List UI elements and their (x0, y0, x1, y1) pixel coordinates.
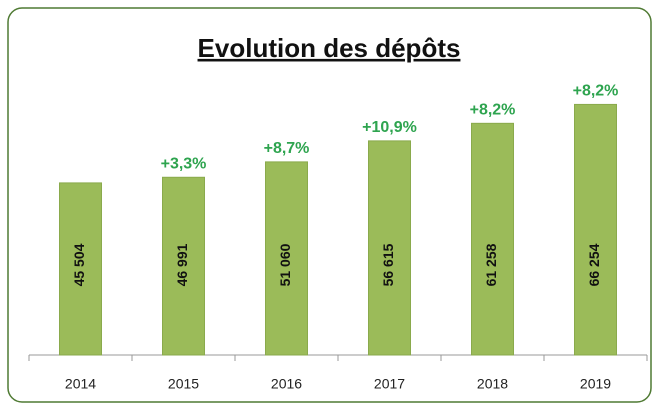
value-label: 61 258 (483, 243, 499, 286)
bar (471, 122, 514, 356)
x-tick-label: 2015 (168, 376, 199, 392)
x-tick-label: 2016 (271, 376, 302, 392)
bar (59, 182, 102, 356)
chart-frame (7, 7, 652, 403)
bar (265, 161, 308, 356)
value-label: 66 254 (586, 243, 602, 286)
growth-label: +8,7% (264, 140, 310, 157)
value-label: 46 991 (174, 243, 190, 286)
bar (574, 103, 617, 356)
x-tick-label: 2019 (580, 376, 611, 392)
x-tick-label: 2017 (374, 376, 405, 392)
x-tick-label: 2014 (65, 376, 96, 392)
value-label: 51 060 (277, 243, 293, 286)
growth-label: +3,3% (161, 155, 207, 172)
value-label: 56 615 (380, 243, 396, 286)
x-tick-label: 2018 (477, 376, 508, 392)
chart-title: Evolution des dépôts (198, 33, 461, 63)
bar (368, 140, 411, 356)
growth-label: +8,2% (470, 102, 516, 119)
bar (162, 176, 205, 356)
value-label: 45 504 (71, 243, 87, 286)
growth-label: +10,9% (362, 119, 417, 136)
growth-label: +8,2% (573, 83, 619, 100)
